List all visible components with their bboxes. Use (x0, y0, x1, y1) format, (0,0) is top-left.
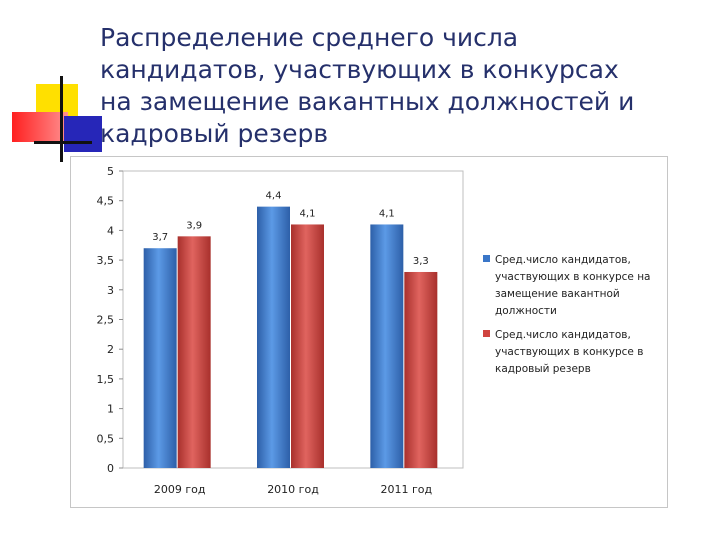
legend-label: кадровый резерв (495, 363, 591, 375)
slide-title-line: кадровый резерв (100, 119, 329, 148)
legend-label: Сред.число кандидатов, (495, 329, 631, 341)
legend-swatch (483, 255, 490, 262)
decor-red-rectangle (12, 112, 68, 142)
slide-title-line: Распределение среднего числа (100, 23, 519, 52)
y-tick-label: 4 (107, 224, 114, 237)
slide-title-line: кандидатов, участвующих в конкурсах (100, 55, 619, 84)
legend-label: замещение вакантной (495, 288, 620, 300)
bar-chart: 0 0,5 1 1,5 2 2,5 3 3,5 4 4,5 5 3,7 3,9 2009 год 4,4 4,… (97, 165, 651, 496)
legend-label: должности (495, 305, 557, 317)
x-tick-label: 2010 год (267, 483, 319, 496)
y-tick-label: 3 (107, 284, 114, 297)
data-label: 4,1 (300, 208, 316, 219)
y-tick-label: 1 (107, 403, 114, 416)
y-tick-label: 3,5 (97, 254, 115, 267)
y-tick-label: 5 (107, 165, 114, 178)
y-tick-label: 1,5 (97, 373, 115, 386)
data-label: 3,9 (186, 220, 202, 231)
decor-vertical-line (60, 76, 63, 162)
slide-title: Распределение среднего числа кандидатов,… (100, 22, 710, 150)
bar (291, 224, 324, 468)
legend-swatch (483, 330, 490, 337)
y-tick-label: 0 (107, 462, 114, 475)
bar (257, 206, 290, 468)
chart-frame: 0 0,5 1 1,5 2 2,5 3 3,5 4 4,5 5 3,7 3,9 2009 год 4,4 4,… (70, 156, 668, 508)
bar (370, 224, 404, 468)
y-tick-label: 4,5 (97, 195, 115, 208)
y-tick-label: 2 (107, 343, 114, 356)
legend-label: участвующих в конкурсе в (495, 346, 643, 358)
slide-title-line: на замещение вакантных должностей и (100, 87, 635, 116)
data-label: 3,3 (413, 256, 429, 267)
data-label: 3,7 (152, 232, 168, 243)
y-tick-label: 0,5 (97, 432, 115, 445)
y-tick-label: 2,5 (97, 314, 115, 327)
bar (143, 248, 177, 468)
bar (404, 271, 438, 468)
legend-label: Сред.число кандидатов, (495, 254, 631, 266)
decor-blue-square (64, 116, 102, 152)
x-tick-label: 2009 год (154, 483, 206, 496)
x-tick-label: 2011 год (381, 483, 433, 496)
data-label: 4,1 (379, 208, 395, 219)
data-label: 4,4 (266, 191, 282, 202)
decor-horizontal-line (34, 141, 92, 144)
bar (177, 236, 211, 468)
legend-label: участвующих в конкурсе на (495, 271, 651, 283)
